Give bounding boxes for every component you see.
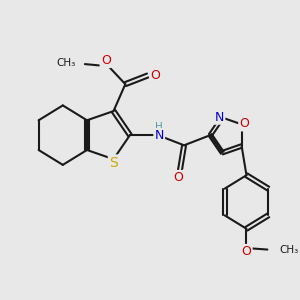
Text: CH₃: CH₃ — [56, 58, 75, 68]
Text: O: O — [174, 171, 184, 184]
Text: CH₃: CH₃ — [279, 244, 298, 254]
Text: O: O — [151, 69, 160, 82]
Text: O: O — [242, 245, 251, 258]
Text: S: S — [109, 156, 118, 170]
Text: N: N — [154, 129, 164, 142]
Text: N: N — [215, 110, 224, 124]
Text: O: O — [101, 54, 111, 67]
Text: H: H — [155, 122, 163, 132]
Text: O: O — [239, 117, 249, 130]
